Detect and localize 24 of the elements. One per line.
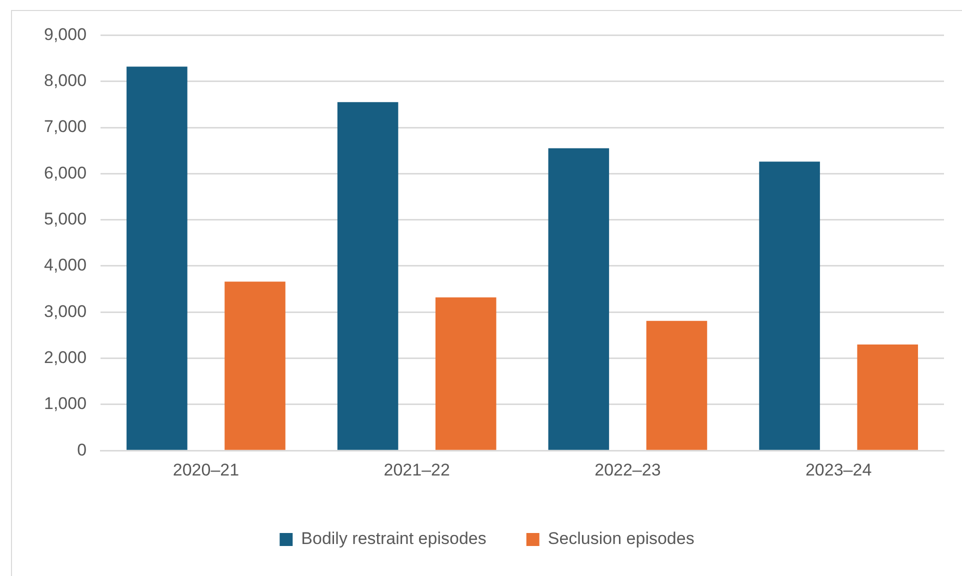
- y-tick-label: 2,000: [44, 348, 87, 367]
- y-tick-label: 9,000: [44, 24, 87, 44]
- x-tick-label: 2021–22: [384, 460, 450, 480]
- bar: [337, 102, 398, 450]
- y-tick-label: 5,000: [44, 210, 87, 229]
- y-tick-label: 4,000: [44, 256, 87, 275]
- x-tick-label: 2023–24: [805, 460, 872, 480]
- y-tick-label: 7,000: [44, 117, 87, 136]
- x-tick-label: 2020–21: [172, 460, 240, 480]
- legend-label: Bodily restraint episodes: [301, 529, 486, 548]
- bar: [857, 344, 918, 450]
- x-tick-label: 2022–23: [594, 460, 661, 480]
- y-tick-label: 6,000: [44, 163, 87, 182]
- bar: [759, 162, 820, 450]
- bar: [126, 66, 188, 450]
- bar: [646, 320, 708, 450]
- bar: [548, 148, 610, 450]
- y-tick-label: 8,000: [44, 71, 87, 90]
- y-tick-label: 3,000: [44, 302, 87, 321]
- bar: [224, 282, 286, 450]
- y-tick-label: 1,000: [44, 394, 87, 414]
- bar: [435, 297, 496, 450]
- y-tick-label: 0: [77, 440, 87, 460]
- legend-label: Seclusion episodes: [548, 529, 694, 548]
